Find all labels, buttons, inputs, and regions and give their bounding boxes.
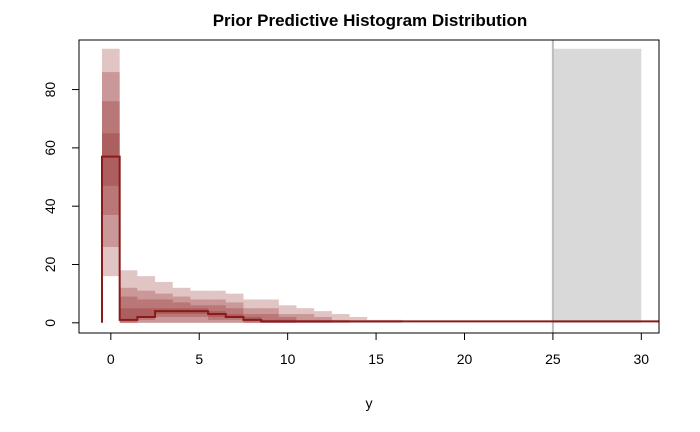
band-0-bin-4: [172, 287, 191, 323]
band-0-bin-2: [137, 276, 156, 323]
chart-title: Prior Predictive Histogram Distribution: [213, 11, 528, 30]
band-2-bin-8: [243, 314, 262, 323]
band-1-bin-6: [208, 299, 226, 323]
band-2-bin-6: [208, 305, 226, 320]
x-axis-label: y: [366, 395, 373, 411]
x-tick-label-0: 0: [107, 351, 115, 367]
credible-bands: [101, 48, 403, 323]
y-axis: 0 20 40 60 80: [42, 82, 80, 327]
band-1-bin-11: [296, 314, 315, 323]
x-tick-label-20: 20: [457, 351, 473, 367]
band-3-bin-0: [101, 133, 120, 186]
band-0-bin-3: [155, 281, 173, 323]
band-0-bin-8: [243, 299, 262, 323]
band-0-bin-12: [314, 311, 332, 323]
band-2-bin-9: [261, 314, 279, 323]
band-2-bin-7: [225, 308, 244, 320]
band-0-bin-14: [349, 316, 368, 323]
band-1-bin-3: [155, 293, 173, 323]
median-layer: [100, 155, 659, 323]
y-tick-label-80: 80: [42, 82, 58, 98]
band-3-bin-8: [243, 316, 262, 320]
band-3-bin-7: [225, 314, 244, 317]
truncation-region: [552, 48, 642, 323]
plot-area: [100, 40, 659, 333]
median-line: [100, 155, 659, 323]
y-tick-label-20: 20: [42, 256, 58, 272]
x-tick-label-25: 25: [545, 351, 561, 367]
band-0-bin-5: [190, 290, 209, 323]
band-0-bin-9: [261, 299, 279, 323]
x-tick-label-15: 15: [368, 351, 384, 367]
band-2-bin-0: [101, 101, 120, 215]
band-3-bin-2: [137, 308, 156, 317]
band-2-bin-4: [172, 302, 191, 317]
band-1-bin-0: [101, 72, 120, 247]
band-0-bin-0: [101, 48, 120, 277]
band-0-bin-1: [119, 270, 138, 323]
band-1-bin-12: [314, 316, 332, 323]
band-1-bin-10: [278, 314, 297, 323]
x-axis: 0 5 10 15 20 25 30: [107, 332, 650, 367]
y-tick-label-0: 0: [42, 319, 58, 327]
x-tick-label-5: 5: [195, 351, 203, 367]
band-2-bin-3: [155, 299, 173, 317]
x-tick-label-30: 30: [634, 351, 650, 367]
band-1-bin-1: [119, 287, 138, 323]
y-tick-label-40: 40: [42, 198, 58, 214]
y-tick-label-60: 60: [42, 140, 58, 156]
band-1-bin-2: [137, 290, 156, 323]
band-3-bin-1: [119, 308, 138, 320]
band-0-bin-13: [331, 314, 350, 323]
x-tick-label-10: 10: [280, 351, 296, 367]
band-0-bin-10: [278, 305, 297, 323]
band-2-bin-10: [278, 316, 297, 323]
band-0-bin-7: [225, 293, 244, 323]
band-2-bin-1: [119, 296, 138, 323]
band-0-bin-11: [296, 308, 315, 323]
truncation-layer: [551, 40, 642, 333]
band-2-bin-2: [137, 299, 156, 320]
band-1-bin-9: [261, 308, 279, 323]
band-1-bin-4: [172, 296, 191, 323]
